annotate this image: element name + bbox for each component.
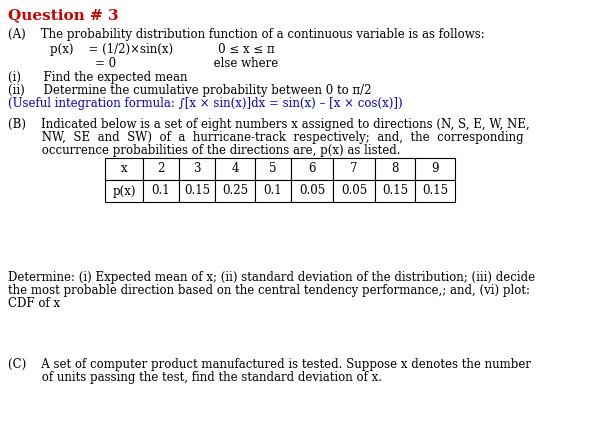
Text: 0.05: 0.05 bbox=[299, 184, 325, 198]
Text: (ii)     Determine the cumulative probability between 0 to π/2: (ii) Determine the cumulative probabilit… bbox=[8, 84, 371, 97]
Bar bbox=[143, 180, 179, 202]
Text: x: x bbox=[121, 162, 127, 176]
Text: p(x): p(x) bbox=[112, 184, 136, 198]
Text: 5: 5 bbox=[270, 162, 277, 176]
Text: = 0                          else where: = 0 else where bbox=[50, 57, 278, 70]
Text: occurrence probabilities of the directions are, p(x) as listed.: occurrence probabilities of the directio… bbox=[8, 144, 400, 157]
Text: 9: 9 bbox=[431, 162, 439, 176]
Bar bbox=[215, 158, 255, 180]
Text: 0.15: 0.15 bbox=[184, 184, 210, 198]
Text: Determine: (i) Expected mean of x; (ii) standard deviation of the distribution; : Determine: (i) Expected mean of x; (ii) … bbox=[8, 271, 535, 284]
Text: (i)      Find the expected mean: (i) Find the expected mean bbox=[8, 71, 187, 84]
Text: 6: 6 bbox=[308, 162, 316, 176]
Text: 8: 8 bbox=[392, 162, 399, 176]
Bar bbox=[105, 158, 143, 180]
Text: (B)    Indicated below is a set of eight numbers x assigned to directions (N, S,: (B) Indicated below is a set of eight nu… bbox=[8, 118, 530, 131]
Bar bbox=[415, 180, 455, 202]
Bar bbox=[179, 180, 215, 202]
Text: the most probable direction based on the central tendency performance,; and, (vi: the most probable direction based on the… bbox=[8, 284, 530, 297]
Text: 0.15: 0.15 bbox=[422, 184, 448, 198]
Text: 3: 3 bbox=[193, 162, 201, 176]
Text: CDF of x: CDF of x bbox=[8, 297, 60, 310]
Text: of units passing the test, find the standard deviation of x.: of units passing the test, find the stan… bbox=[8, 371, 382, 384]
Text: (Useful integration formula: ∫[x × sin(x)]dx = sin(x) – [x × cos(x)]): (Useful integration formula: ∫[x × sin(x… bbox=[8, 97, 403, 110]
Bar bbox=[375, 180, 415, 202]
Text: 0.05: 0.05 bbox=[341, 184, 367, 198]
Bar bbox=[215, 180, 255, 202]
Text: 2: 2 bbox=[157, 162, 165, 176]
Bar bbox=[179, 158, 215, 180]
Bar bbox=[291, 180, 333, 202]
Text: (A)    The probability distribution function of a continuous variable is as foll: (A) The probability distribution functio… bbox=[8, 28, 485, 41]
Text: 0.1: 0.1 bbox=[152, 184, 170, 198]
Text: 4: 4 bbox=[231, 162, 239, 176]
Bar bbox=[333, 158, 375, 180]
Text: p(x)    = (1/2)×sin(x)            0 ≤ x ≤ π: p(x) = (1/2)×sin(x) 0 ≤ x ≤ π bbox=[50, 43, 275, 56]
Bar bbox=[333, 180, 375, 202]
Bar bbox=[375, 158, 415, 180]
Bar bbox=[415, 158, 455, 180]
Bar bbox=[143, 158, 179, 180]
Bar bbox=[255, 180, 291, 202]
Bar bbox=[255, 158, 291, 180]
Text: 0.1: 0.1 bbox=[264, 184, 282, 198]
Text: 0.25: 0.25 bbox=[222, 184, 248, 198]
Bar bbox=[291, 158, 333, 180]
Text: 7: 7 bbox=[350, 162, 358, 176]
Text: Question # 3: Question # 3 bbox=[8, 8, 118, 22]
Text: NW,  SE  and  SW)  of  a  hurricane-track  respectively;  and,  the  correspondi: NW, SE and SW) of a hurricane-track resp… bbox=[8, 131, 524, 144]
Text: (C)    A set of computer product manufactured is tested. Suppose x denotes the n: (C) A set of computer product manufactur… bbox=[8, 358, 531, 371]
Bar bbox=[105, 180, 143, 202]
Text: 0.15: 0.15 bbox=[382, 184, 408, 198]
